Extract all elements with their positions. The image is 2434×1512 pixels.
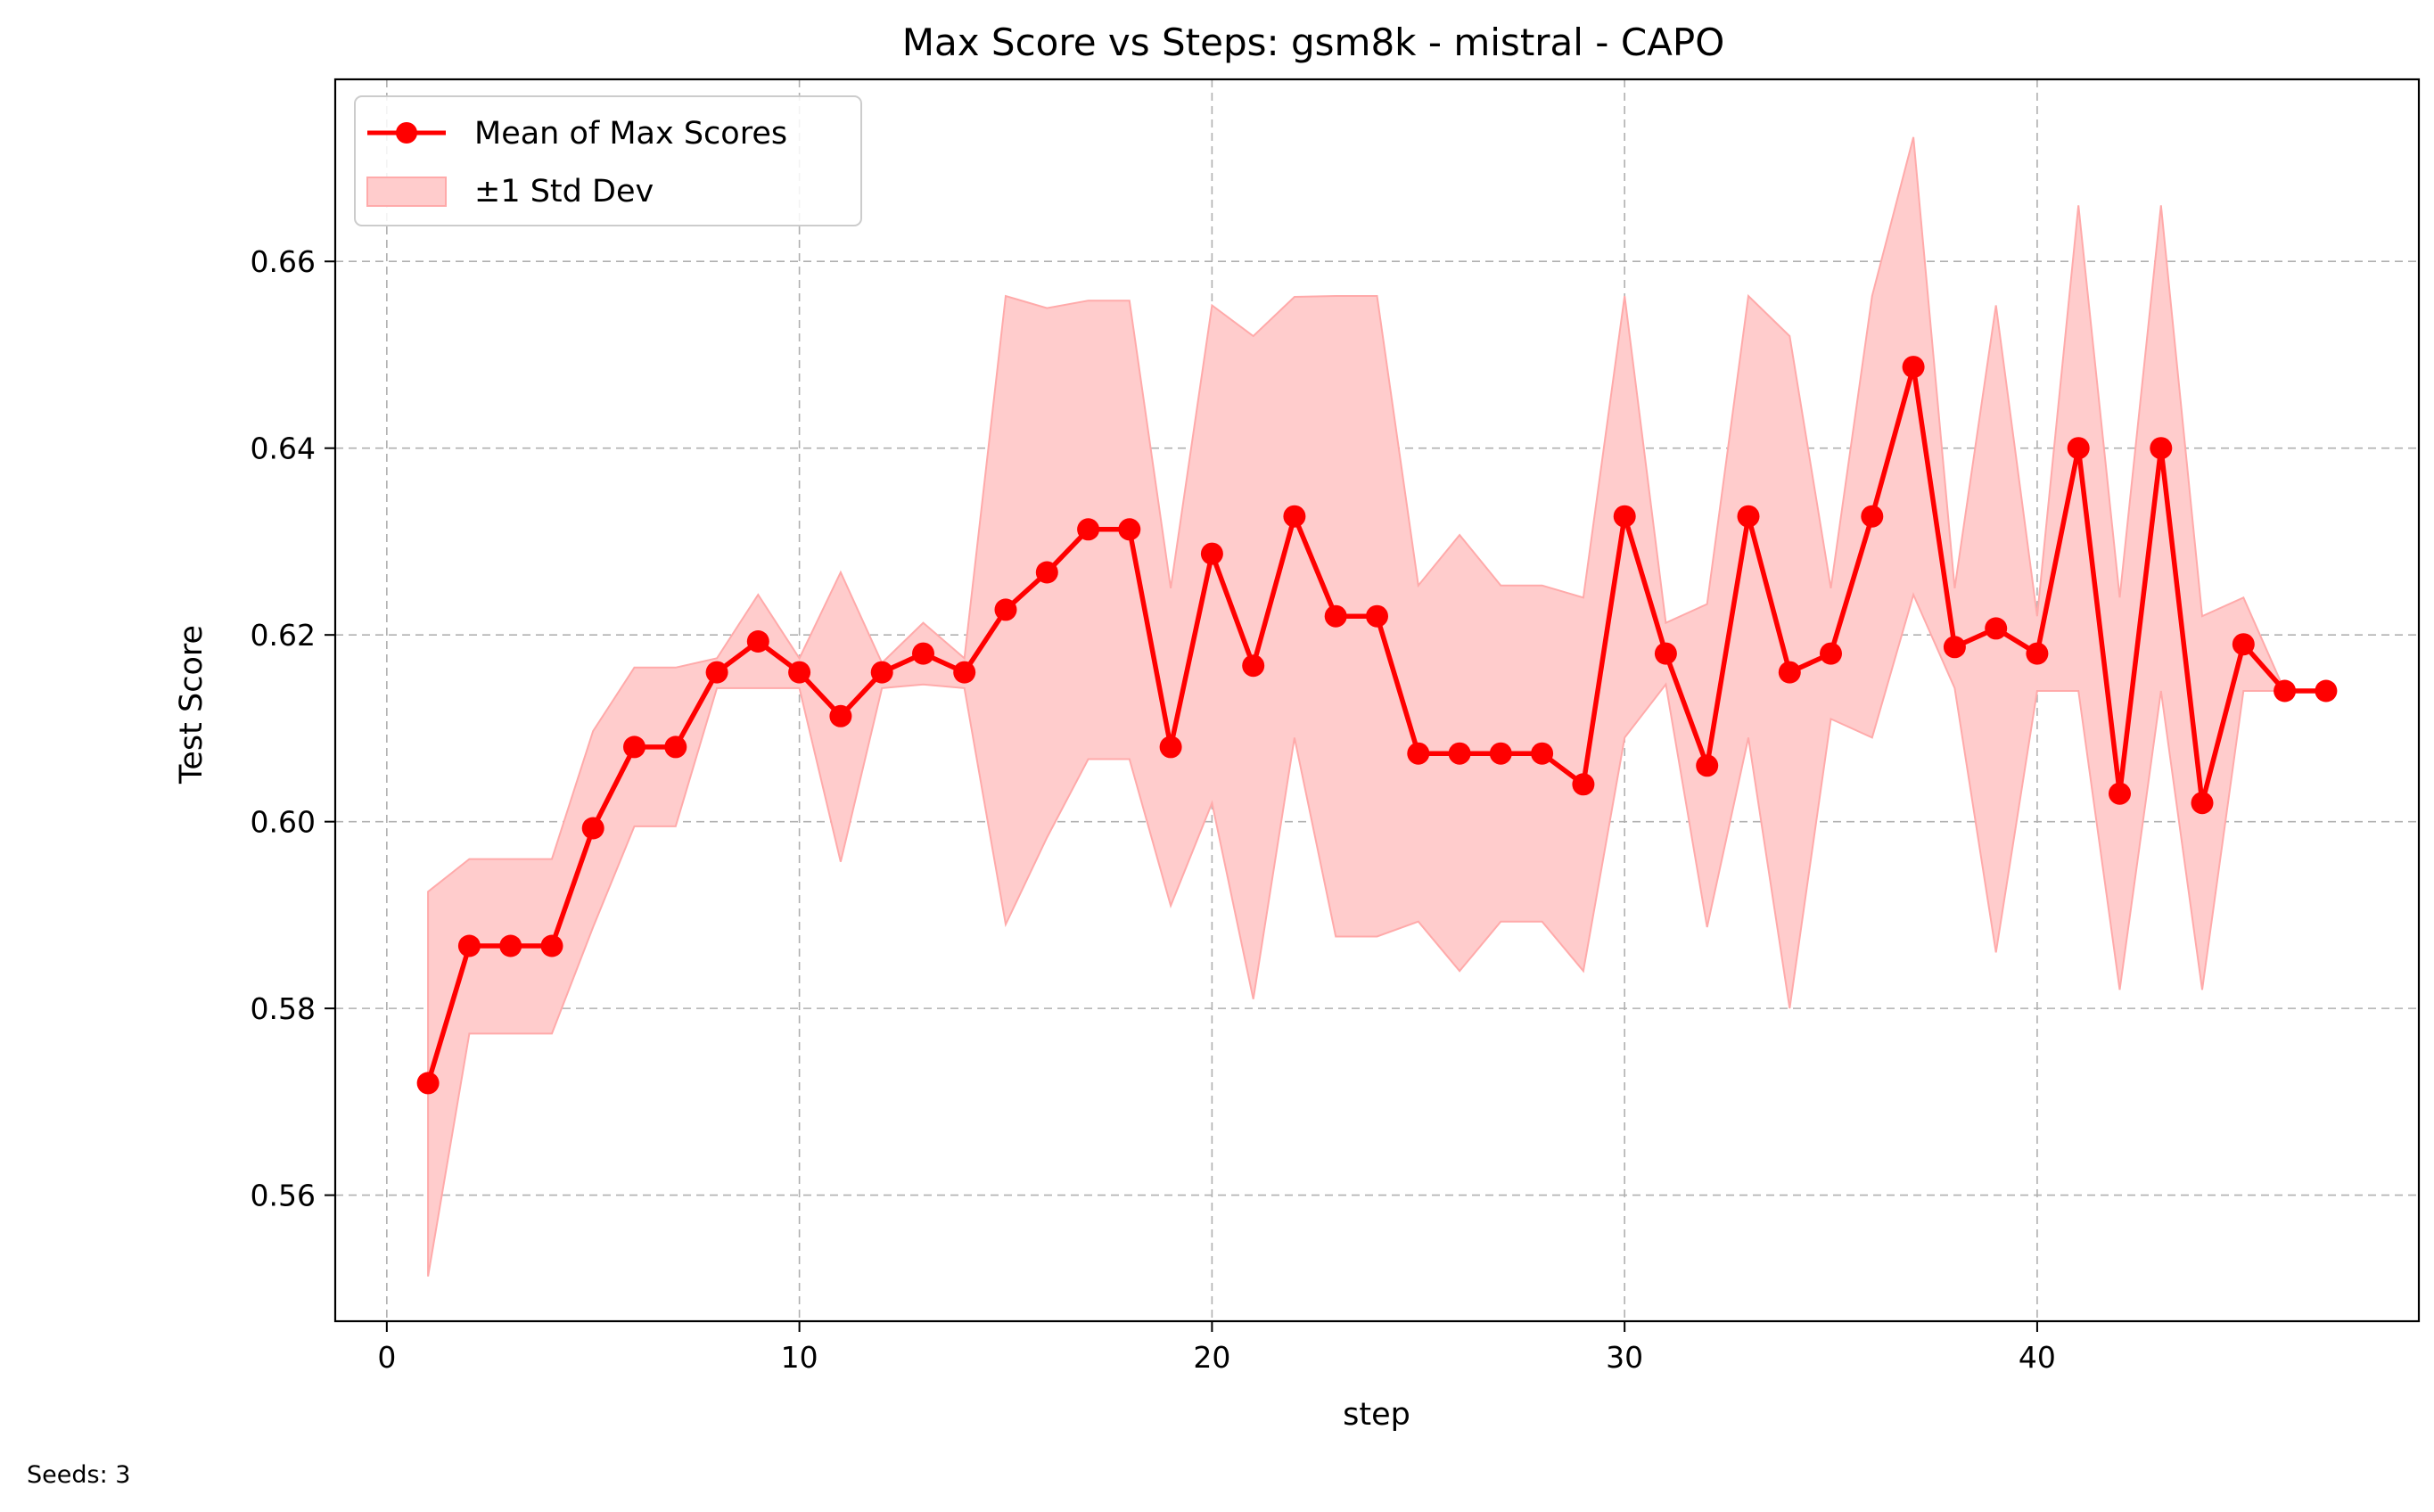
- data-point: [829, 704, 852, 727]
- data-point: [540, 934, 563, 957]
- x-tick-label: 40: [2019, 1340, 2056, 1375]
- legend-marker-swatch: [396, 122, 417, 144]
- data-point: [1985, 617, 2008, 640]
- data-point: [664, 735, 687, 759]
- x-axis-label: step: [1343, 1397, 1410, 1433]
- data-point: [2026, 642, 2049, 665]
- data-point: [2232, 633, 2255, 656]
- data-point: [1035, 561, 1058, 584]
- y-tick-label: 0.64: [251, 431, 316, 466]
- data-point: [1861, 505, 1884, 528]
- x-axis-ticks: 0 10 20 30 40: [377, 1321, 2056, 1375]
- y-tick-label: 0.58: [251, 991, 316, 1026]
- y-tick-label: 0.62: [251, 618, 316, 653]
- data-point: [623, 735, 646, 759]
- x-tick-label: 0: [377, 1340, 396, 1375]
- y-axis-label: Test Score: [174, 625, 210, 785]
- x-tick-label: 20: [1193, 1340, 1230, 1375]
- data-point: [1159, 735, 1182, 759]
- y-tick-label: 0.60: [251, 805, 316, 840]
- y-tick-label: 0.56: [251, 1179, 316, 1213]
- x-tick-label: 30: [1606, 1340, 1643, 1375]
- data-point: [2274, 679, 2297, 703]
- data-point: [2067, 437, 2090, 460]
- data-point: [1654, 642, 1677, 665]
- data-point: [499, 934, 522, 957]
- data-point: [953, 661, 976, 684]
- data-point: [1448, 742, 1471, 765]
- y-tick-label: 0.66: [251, 244, 316, 279]
- legend: Mean of Max Scores ±1 Std Dev: [354, 95, 862, 226]
- data-point: [870, 661, 893, 684]
- data-point: [2315, 679, 2338, 703]
- data-point: [457, 934, 481, 957]
- data-point: [1737, 505, 1760, 528]
- x-tick-label: 10: [781, 1340, 818, 1375]
- data-point: [1366, 604, 1388, 628]
- data-point: [788, 661, 811, 684]
- data-point: [416, 1072, 440, 1095]
- data-point: [1778, 661, 1801, 684]
- mean-markers: [416, 356, 2338, 1095]
- data-point: [1902, 356, 1925, 379]
- data-point: [1077, 518, 1100, 541]
- plot-area-frame: [333, 78, 2421, 1323]
- data-point: [1820, 642, 1842, 665]
- data-point: [2150, 437, 2173, 460]
- data-point: [746, 630, 769, 653]
- data-point: [2191, 792, 2214, 815]
- data-point: [1489, 742, 1512, 765]
- legend-label-mean: Mean of Max Scores: [474, 116, 787, 152]
- data-point: [1696, 754, 1719, 777]
- data-point: [1531, 742, 1554, 765]
- data-point: [705, 661, 728, 684]
- data-point: [1613, 505, 1636, 528]
- chart-title: Max Score vs Steps: gsm8k - mistral - CA…: [902, 21, 1725, 64]
- data-point: [1324, 604, 1347, 628]
- legend-box: [354, 95, 862, 226]
- y-axis-ticks: 0.56 0.58 0.60 0.62 0.64 0.66: [251, 244, 335, 1213]
- data-point: [1242, 654, 1265, 678]
- data-point: [1283, 505, 1306, 528]
- legend-band-swatch: [366, 177, 447, 207]
- data-point: [1943, 636, 1966, 659]
- seeds-footnote: Seeds: 3: [27, 1461, 130, 1489]
- data-point: [2109, 782, 2131, 805]
- legend-label-std: ±1 Std Dev: [474, 174, 654, 210]
- data-point: [1572, 773, 1595, 796]
- data-point: [1200, 542, 1223, 565]
- data-point: [912, 642, 934, 665]
- data-point: [994, 598, 1017, 621]
- data-point: [581, 817, 604, 840]
- data-point: [1407, 742, 1430, 765]
- data-point: [1118, 518, 1141, 541]
